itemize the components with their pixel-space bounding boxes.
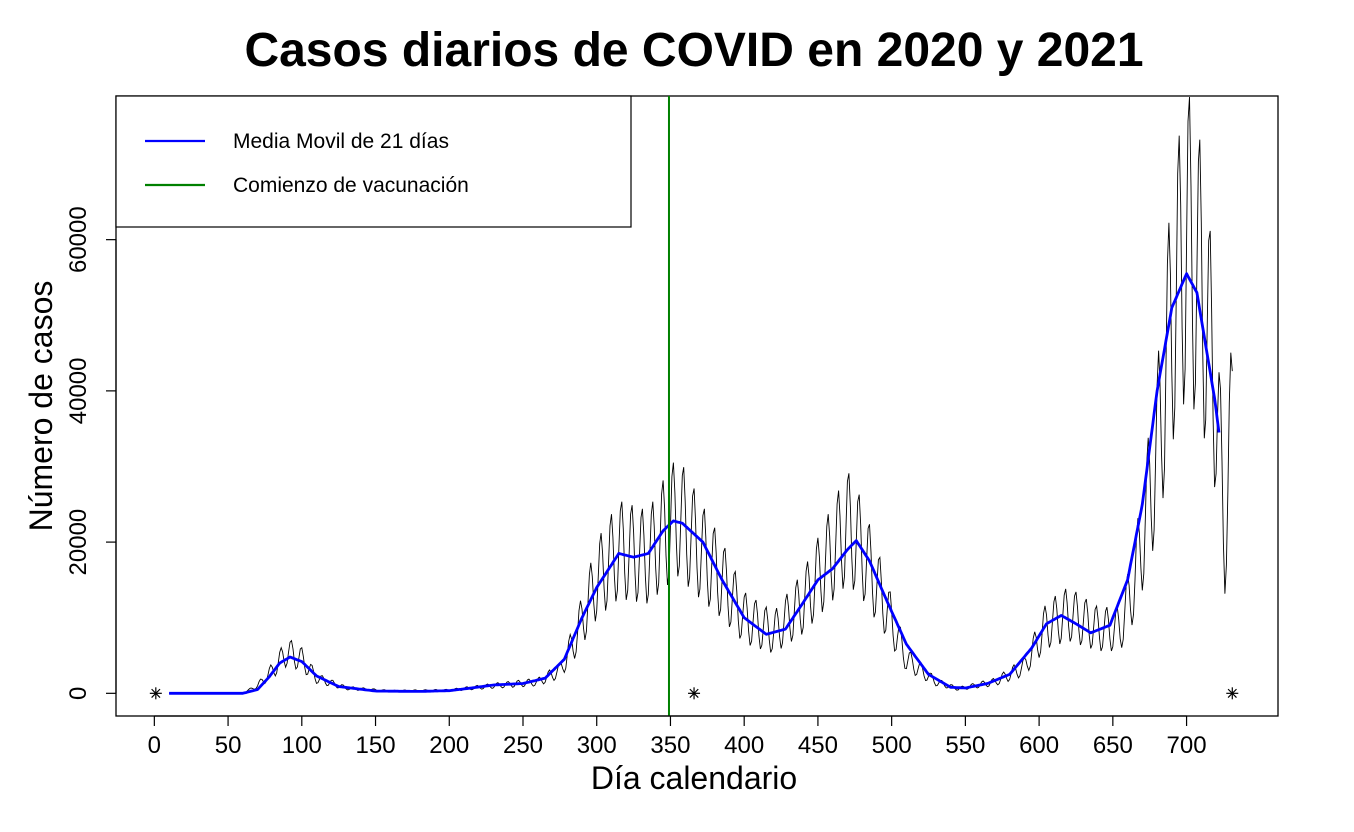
asterisk-marker-1	[688, 687, 701, 700]
moving-average-series	[169, 272, 1221, 695]
legend-label: Media Movil de 21 días	[233, 130, 449, 153]
x-tick-label: 700	[1167, 732, 1207, 759]
y-tick-label: 20000	[65, 509, 92, 576]
asterisk-stroke	[1227, 688, 1237, 698]
point-markers	[149, 687, 1239, 700]
y-tick-label: 60000	[65, 206, 92, 273]
x-tick-label: 450	[798, 732, 838, 759]
x-tick-label: 600	[1019, 732, 1059, 759]
daily-cases-series	[169, 96, 1233, 694]
x-tick-label: 500	[872, 732, 912, 759]
y-axis-label: Número de casos	[23, 281, 59, 532]
asterisk-marker-0	[149, 687, 162, 700]
x-tick-label: 100	[282, 732, 322, 759]
x-axis: 0 50 100 150 200 250 300 350 400 450 500 550 600 650 7…	[148, 715, 1207, 759]
chart-title: Casos diarios de COVID en 2020 y 2021	[244, 24, 1143, 77]
y-tick-label: 40000	[65, 358, 92, 425]
asterisk-marker-2	[1226, 687, 1239, 700]
x-tick-label: 400	[724, 732, 764, 759]
x-axis-label: Día calendario	[591, 760, 797, 796]
legend: Media Movil de 21 días Comienzo de vacuna…	[115, 95, 632, 228]
x-tick-label: 550	[945, 732, 985, 759]
legend-label: Comienzo de vacunación	[233, 174, 469, 197]
x-tick-label: 0	[148, 732, 161, 759]
x-tick-label: 150	[356, 732, 396, 759]
x-tick-label: 200	[429, 732, 469, 759]
x-tick-label: 250	[503, 732, 543, 759]
x-tick-label: 50	[215, 732, 242, 759]
asterisk-stroke	[151, 688, 161, 698]
y-axis: 0 20000 40000 60000	[65, 206, 117, 700]
asterisk-stroke	[689, 688, 699, 698]
x-tick-label: 300	[577, 732, 617, 759]
y-tick-label: 0	[65, 687, 92, 700]
moving-average-line	[169, 272, 1221, 695]
x-tick-label: 350	[650, 732, 690, 759]
legend-box	[115, 95, 632, 228]
x-tick-label: 650	[1093, 732, 1133, 759]
daily-cases-line	[169, 96, 1233, 694]
